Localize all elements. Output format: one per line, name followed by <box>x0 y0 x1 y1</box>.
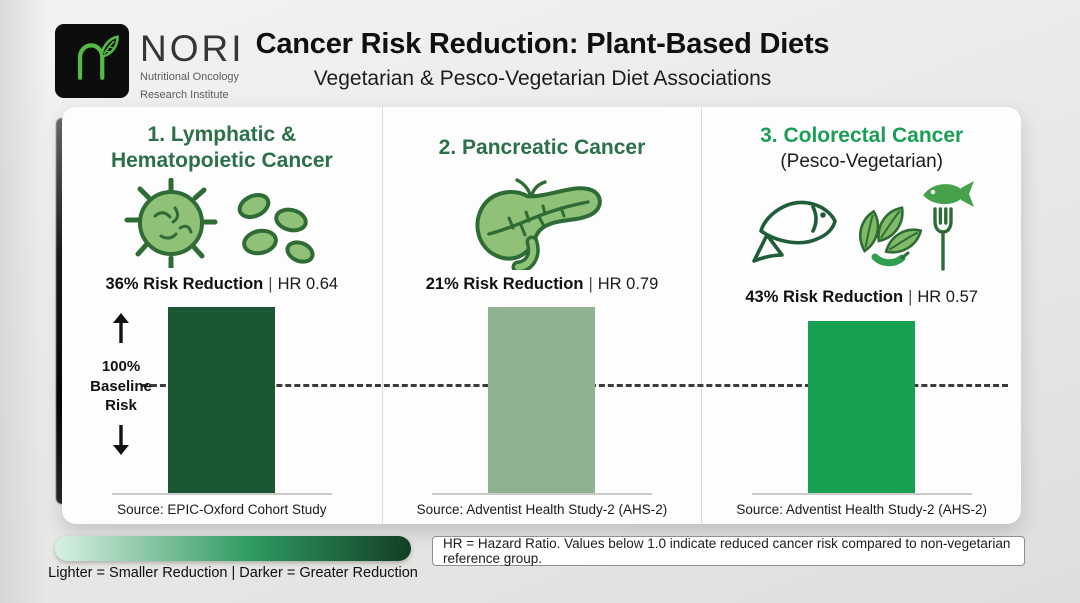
panel-pancreatic: 2. Pancreatic Cancer 21% R <box>381 107 702 524</box>
card-left-shadow <box>56 118 66 504</box>
nori-logo <box>55 24 129 98</box>
panel-1-source: Source: EPIC-Oxford Cohort Study <box>117 502 327 517</box>
chart-card: 100% Baseline Risk 1. Lymphatic & Hemato… <box>62 107 1021 524</box>
panel-2-stat: 21% Risk Reduction | HR 0.79 <box>425 275 659 293</box>
panel-3-source: Source: Adventist Health Study-2 (AHS-2) <box>736 502 987 517</box>
panel-1-title: 1. Lymphatic & Hematopoietic Cancer <box>62 119 382 177</box>
panel-1-bar <box>168 307 276 493</box>
panel-1-axis-line <box>111 493 332 495</box>
page-title: Cancer Risk Reduction: Plant-Based Diets <box>255 28 830 60</box>
panel-3-bar <box>808 321 916 493</box>
panel-colorectal: 3. Colorectal Cancer (Pesco-Vegetarian) <box>701 107 1021 524</box>
legend-caption: Lighter = Smaller Reduction | Darker = G… <box>48 565 418 581</box>
panel-lymphatic: 1. Lymphatic & Hematopoietic Cancer <box>62 107 382 524</box>
hazard-ratio-note: HR = Hazard Ratio. Values below 1.0 indi… <box>432 536 1025 566</box>
panel-3-title: 3. Colorectal Cancer (Pesco-Vegetarian) <box>702 119 1021 177</box>
panel-3-bar-zone <box>702 320 1021 493</box>
baseline-risk-label: 100% Baseline Risk <box>78 312 164 461</box>
brand-name: NORI <box>140 28 245 69</box>
panel-3-axis-line <box>751 493 972 495</box>
panel-3-subheading: (Pesco-Vegetarian) <box>780 150 943 172</box>
panel-2-axis-line <box>431 493 652 495</box>
panel-2-source: Source: Adventist Health Study-2 (AHS-2) <box>416 502 668 517</box>
brand-subline-1: Nutritional Oncology <box>140 71 240 83</box>
brand-subline-2: Research Institute <box>140 88 229 101</box>
cancer-cells-icon <box>62 177 382 269</box>
panel-1-bar-zone <box>62 307 382 493</box>
panel-1-stat: 36% Risk Reduction | HR 0.64 <box>105 275 339 293</box>
arrow-down-icon <box>110 424 132 460</box>
legend-gradient <box>55 536 411 561</box>
fish-greens-fork-icon <box>702 177 1021 271</box>
panel-3-heading: 3. Colorectal Cancer <box>760 124 964 148</box>
panel-2-title: 2. Pancreatic Cancer <box>383 119 702 177</box>
panel-2-heading: 2. Pancreatic Cancer <box>438 136 646 160</box>
panel-1-heading: 1. Lymphatic & Hematopoietic Cancer <box>110 123 333 172</box>
panel-columns: 1. Lymphatic & Hematopoietic Cancer <box>62 107 1021 524</box>
pancreas-icon <box>383 177 702 270</box>
baseline-risk-text: 100% Baseline Risk <box>90 358 152 414</box>
page-subtitle: Vegetarian & Pesco-Vegetarian Diet Assoc… <box>313 67 772 90</box>
panel-2-bar <box>488 307 596 493</box>
nori-leaf-icon <box>63 30 121 93</box>
panel-2-bar-zone <box>383 307 702 493</box>
arrow-up-icon <box>110 313 132 348</box>
header-titles: Cancer Risk Reduction: Plant-Based Diets… <box>225 28 860 91</box>
brand-block: NORI Nutritional Oncology Research Insti… <box>140 30 245 103</box>
panel-3-stat: 43% Risk Reduction | HR 0.57 <box>745 288 978 306</box>
